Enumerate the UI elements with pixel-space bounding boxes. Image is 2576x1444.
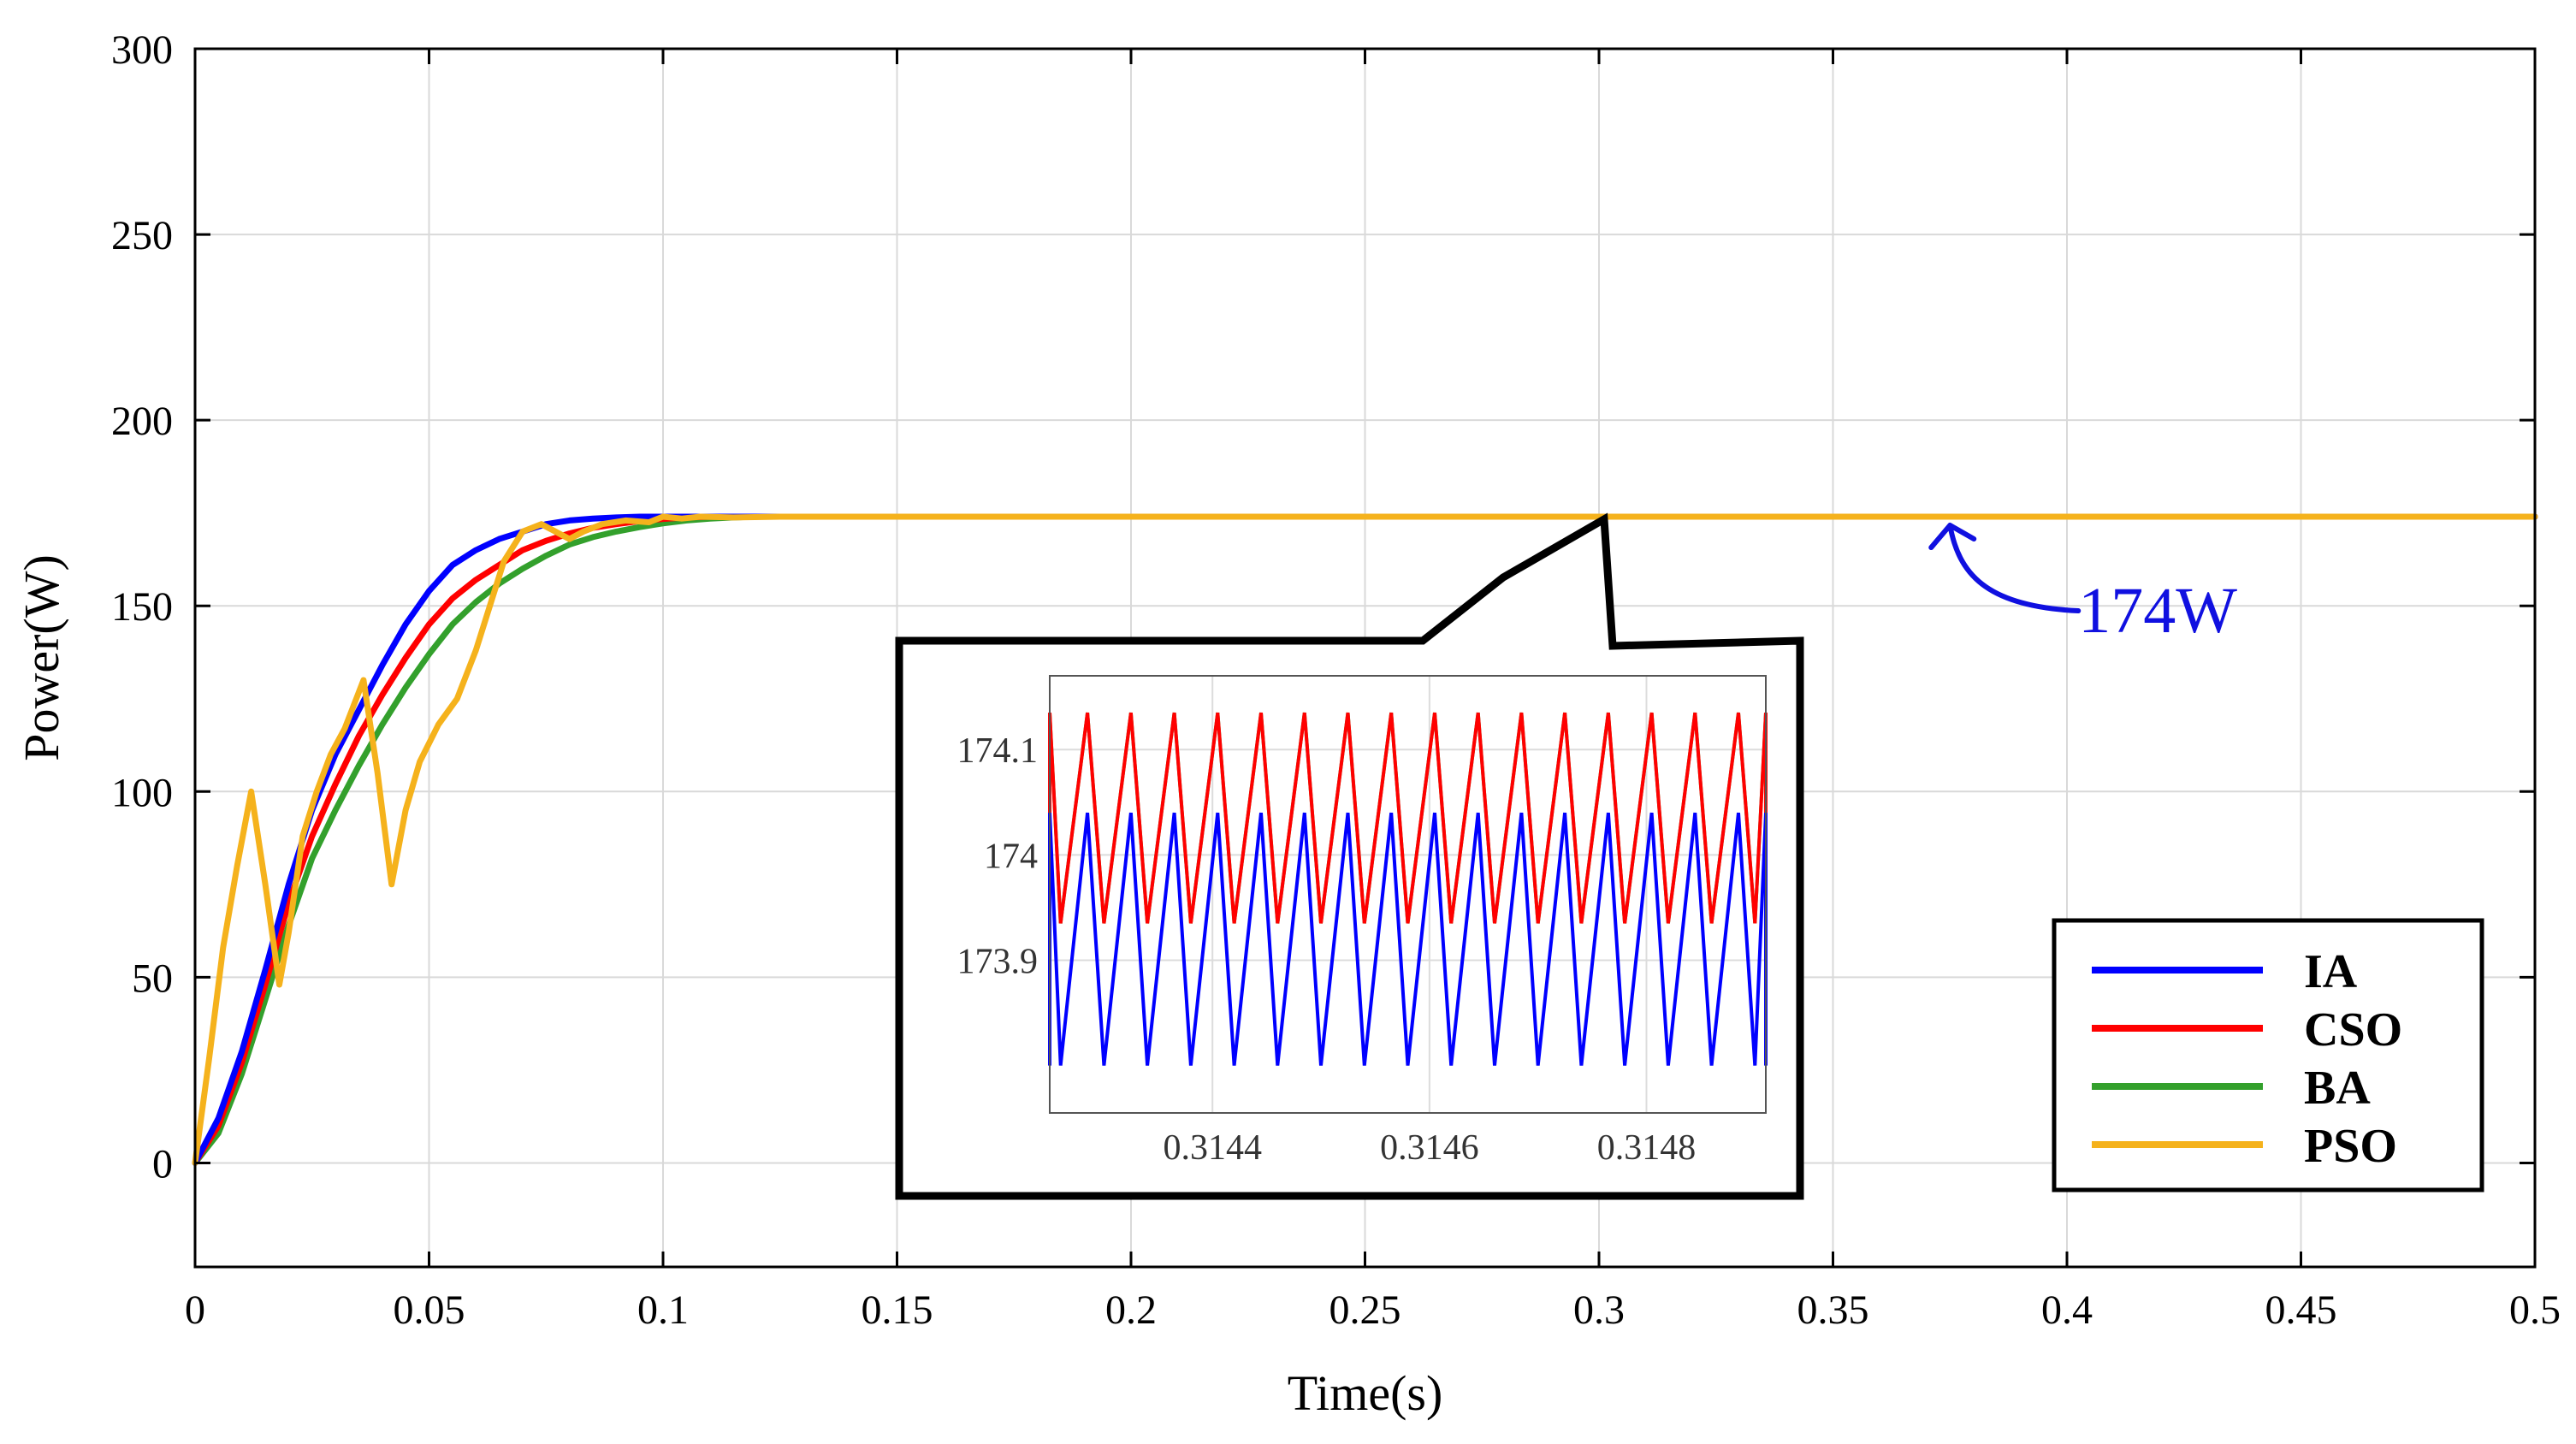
- annotation-text: 174W: [2078, 575, 2237, 647]
- inset-series-line-ia: [1048, 812, 1768, 1066]
- inset-x-tick-label: 0.3148: [1597, 1128, 1697, 1168]
- y-axis-label: Power(W): [14, 554, 69, 761]
- x-tick-label: 0.2: [1105, 1287, 1157, 1333]
- zoom-inset: 0.3144 0.3146 0.3148 173.9 174 174.1: [957, 675, 1768, 1168]
- inset-y-tick-label: 174: [984, 837, 1038, 876]
- x-tick-label: 0.1: [637, 1287, 689, 1333]
- y-tick-label: 150: [111, 584, 173, 630]
- x-tick-label: 0.25: [1329, 1287, 1401, 1333]
- y-tick-label: 50: [132, 956, 173, 1001]
- inset-y-tick-label: 174.1: [957, 731, 1039, 771]
- legend-label-cso: CSO: [2304, 1003, 2402, 1056]
- y-tick-label: 0: [152, 1141, 173, 1187]
- x-tick-label: 0.15: [862, 1287, 933, 1333]
- legend-box: [2052, 918, 2484, 1192]
- x-tick-label: 0.05: [394, 1287, 465, 1333]
- x-tick-label: 0.35: [1797, 1287, 1869, 1333]
- x-tick-label: 0.45: [2265, 1287, 2337, 1333]
- legend-label-pso: PSO: [2304, 1120, 2397, 1173]
- legend-label-ia: IA: [2304, 945, 2358, 998]
- annotation-arrow-icon: [1928, 523, 2082, 614]
- axis-ticks: 0 0.05 0.1 0.15 0.2 0.25 0.3 0.35 0.4 0.45 0.5 0 50 1…: [111, 27, 2561, 1333]
- y-tick-label: 250: [111, 213, 173, 258]
- y-tick-label: 200: [111, 399, 173, 444]
- y-tick-label: 100: [111, 770, 173, 815]
- value-annotation: 174W: [1928, 523, 2237, 647]
- inset-x-tick-label: 0.3146: [1380, 1128, 1479, 1168]
- series-line-ia: [192, 513, 2538, 1166]
- plot-lines: [192, 513, 2538, 1166]
- x-tick-label: 0.5: [2509, 1287, 2561, 1333]
- series-line-pso: [192, 513, 2538, 1166]
- inset-y-tick-label: 173.9: [957, 942, 1039, 981]
- x-axis-label: Time(s): [1288, 1365, 1443, 1421]
- x-tick-label: 0.3: [1573, 1287, 1625, 1333]
- inset-series-line-cso: [1048, 712, 1768, 924]
- x-tick-label: 0.4: [2041, 1287, 2093, 1333]
- x-tick-label: 0: [185, 1287, 205, 1333]
- inset-x-tick-label: 0.3144: [1163, 1128, 1262, 1168]
- legend-label-ba: BA: [2304, 1062, 2371, 1115]
- inset-frame: [1049, 675, 1767, 1114]
- y-tick-label: 300: [111, 27, 173, 73]
